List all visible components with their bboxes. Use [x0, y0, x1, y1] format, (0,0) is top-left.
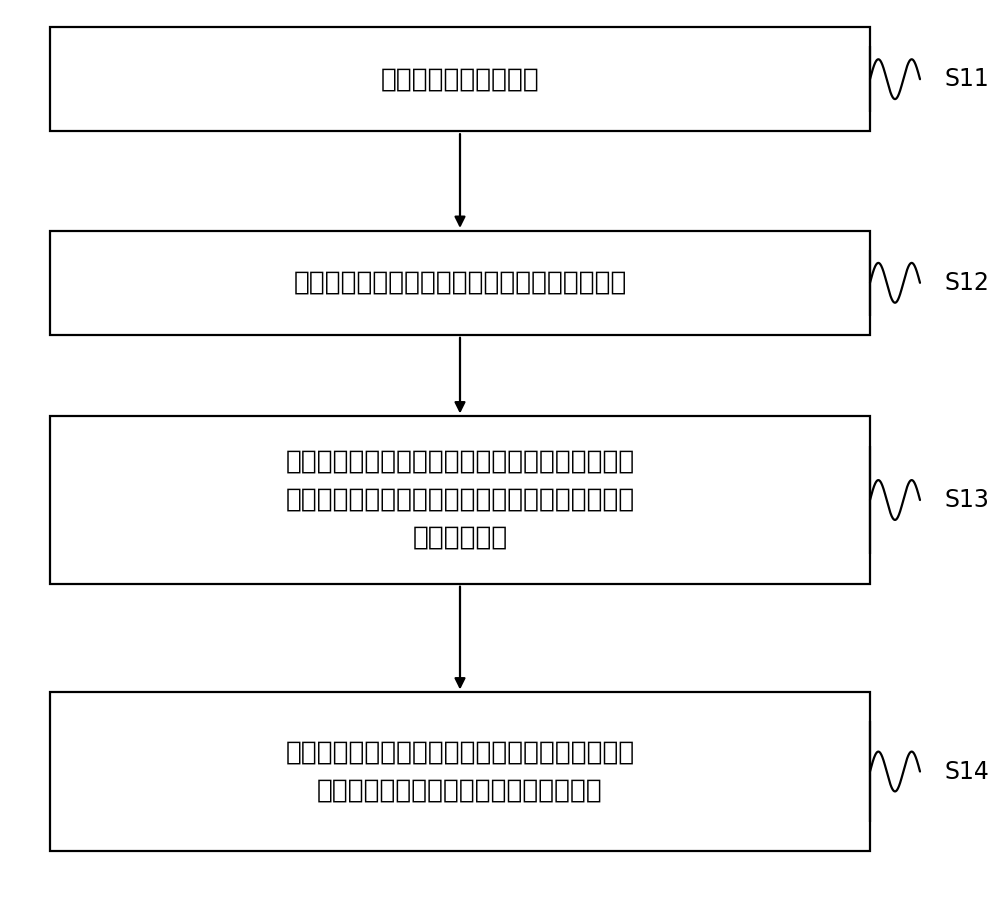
Text: S13: S13	[945, 488, 990, 512]
Text: S14: S14	[945, 759, 990, 784]
Bar	[50, 231, 870, 335]
Text: 响应于所述文本信息与所述已确认口令识别规则匹
配失败，将所述文本信息与预设的待确认口令识别
规则进行匹配: 响应于所述文本信息与所述已确认口令识别规则匹 配失败，将所述文本信息与预设的待确…	[285, 449, 635, 551]
Text: 响应于所述文本信息与所述待确认口令识别规则匹
配成功，将所述文本信息确定为口令信息: 响应于所述文本信息与所述待确认口令识别规则匹 配成功，将所述文本信息确定为口令信…	[285, 739, 635, 804]
Text: 将所述文本信息与已确认口令识别规则进行匹配: 将所述文本信息与已确认口令识别规则进行匹配	[293, 270, 627, 296]
Text: S12: S12	[945, 271, 990, 295]
Bar	[50, 692, 870, 851]
Bar	[50, 27, 870, 131]
Bar	[50, 416, 870, 584]
Text: S11: S11	[945, 67, 990, 91]
Text: 获取待识别的文本信息: 获取待识别的文本信息	[381, 66, 539, 92]
